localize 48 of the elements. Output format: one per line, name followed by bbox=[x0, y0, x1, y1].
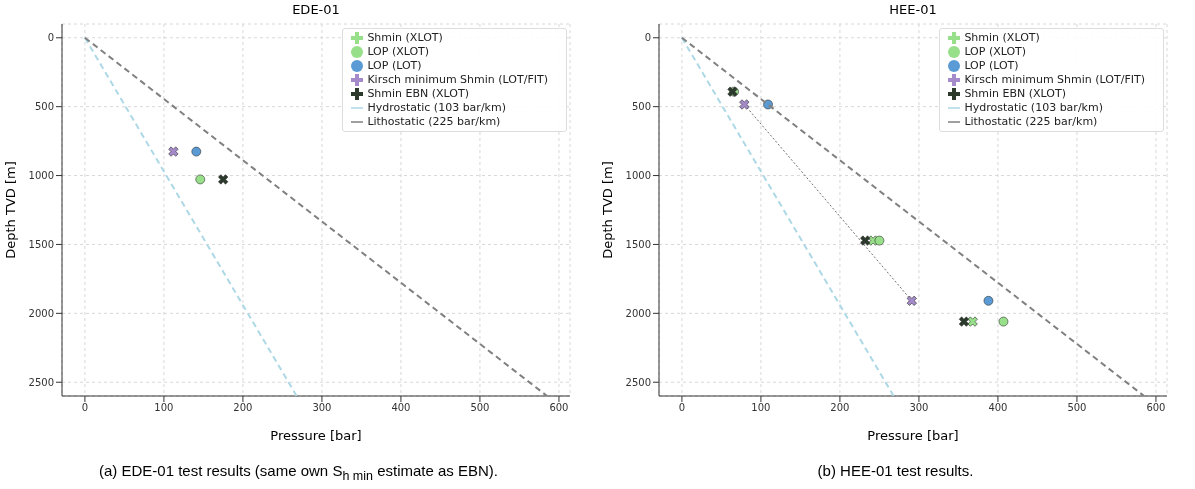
y-tick-label: 2000 bbox=[625, 307, 651, 319]
x-tick-label: 0 bbox=[678, 402, 686, 414]
legend-label: Shmin (XLOT) bbox=[367, 31, 443, 44]
y-tick-label: 500 bbox=[34, 101, 54, 113]
legend-label: Lithostatic (225 bar/km) bbox=[964, 115, 1098, 128]
x-tick-label: 100 bbox=[751, 402, 771, 414]
text: (a) EDE-01 test results (same own S$_{h min}$ estimate as EBN). bbox=[97, 462, 499, 483]
legend-label: Lithostatic (225 bar/km) bbox=[367, 115, 501, 128]
x-tick-label: 600 bbox=[1146, 402, 1166, 414]
y-tick-label: 0 bbox=[47, 32, 54, 44]
legend-label: Shmin EBN (XLOT) bbox=[964, 87, 1067, 100]
x-tick-label: 0 bbox=[81, 402, 89, 414]
legend-label: Shmin (XLOT) bbox=[964, 31, 1040, 44]
x-tick-label: 200 bbox=[233, 402, 253, 414]
y-axis-title: Depth TVD [m] bbox=[2, 161, 18, 259]
legend-label: LOP (XLOT) bbox=[367, 45, 430, 58]
x-axis-title: Pressure [bar] bbox=[270, 428, 362, 443]
x-tick-label: 100 bbox=[154, 402, 174, 414]
y-tick-label: 1500 bbox=[28, 238, 54, 250]
y-tick-label: 1500 bbox=[625, 238, 651, 250]
legend-label: Kirsch minimum Shmin (LOT/FIT) bbox=[367, 73, 548, 86]
x-tick-label: 300 bbox=[909, 402, 929, 414]
legend-label: Hydrostatic (103 bar/km) bbox=[367, 101, 506, 114]
legend-label: Hydrostatic (103 bar/km) bbox=[964, 101, 1103, 114]
chart-title: HEE-01 bbox=[888, 2, 938, 17]
y-tick-label: 2000 bbox=[28, 307, 54, 319]
x-tick-label: 500 bbox=[1067, 402, 1087, 414]
y-tick-label: 0 bbox=[644, 32, 651, 44]
y-tick-label: 500 bbox=[631, 101, 651, 113]
y-tick-label: 1000 bbox=[28, 170, 54, 182]
legend-label: Shmin EBN (XLOT) bbox=[367, 87, 470, 100]
chart-title: EDE-01 bbox=[291, 2, 341, 17]
y-tick-label: 2500 bbox=[625, 376, 651, 388]
legend-label: Kirsch minimum Shmin (LOT/FIT) bbox=[964, 73, 1145, 86]
y-axis-title: Depth TVD [m] bbox=[599, 161, 615, 259]
y-tick-label: 2500 bbox=[28, 376, 54, 388]
legend-label: LOP (LOT) bbox=[964, 59, 1019, 72]
x-tick-label: 300 bbox=[312, 402, 332, 414]
x-tick-label: 500 bbox=[470, 402, 490, 414]
x-tick-label: 200 bbox=[830, 402, 850, 414]
x-tick-label: 600 bbox=[549, 402, 569, 414]
x-tick-label: 400 bbox=[391, 402, 411, 414]
legend-label: LOP (LOT) bbox=[367, 59, 422, 72]
x-axis-title: Pressure [bar] bbox=[867, 428, 959, 443]
y-tick-label: 1000 bbox=[625, 170, 651, 182]
text: (b) HEE-01 test results. bbox=[816, 462, 975, 479]
x-tick-label: 400 bbox=[988, 402, 1008, 414]
legend-label: LOP (XLOT) bbox=[964, 45, 1027, 58]
